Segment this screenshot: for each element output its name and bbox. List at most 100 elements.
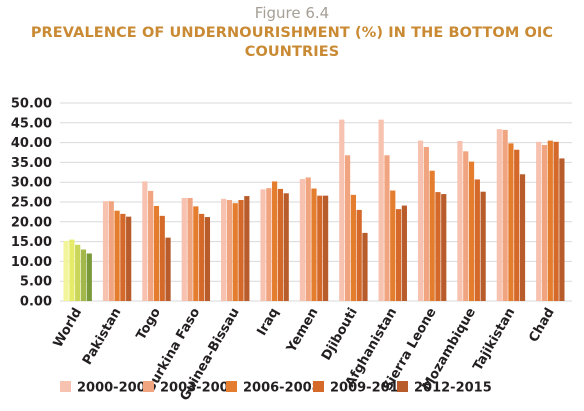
legend-label: 2003-2005: [160, 381, 238, 396]
bar: [159, 215, 165, 301]
bar: [181, 198, 187, 301]
bar: [547, 140, 553, 301]
bar: [429, 170, 435, 301]
bar: [63, 240, 69, 301]
bar: [260, 189, 266, 301]
bar: [232, 203, 238, 301]
legend-label: 2009-2011: [330, 381, 408, 396]
bar: [148, 190, 154, 301]
legend-swatch: [226, 381, 237, 392]
bar: [86, 253, 92, 301]
bar: [514, 149, 520, 301]
bar: [553, 141, 559, 301]
bar: [435, 192, 441, 301]
bar: [536, 141, 542, 301]
y-tick-label: 25.00: [11, 196, 52, 211]
bar: [204, 217, 211, 301]
bar: [199, 213, 205, 301]
bar: [362, 232, 368, 301]
bar: [378, 119, 384, 301]
bar: [69, 239, 75, 301]
bar: [395, 209, 402, 301]
bar: [317, 195, 323, 301]
figure-label: Figure 6.4: [254, 4, 330, 22]
bar: [221, 198, 227, 301]
bar: [244, 196, 250, 301]
x-category-label: Togo: [134, 305, 164, 342]
bar: [384, 155, 390, 301]
bar: [474, 179, 480, 301]
legend-swatch: [313, 381, 324, 392]
chart-title: PREVALENCE OF UNDERNOURISHMENT (%) IN TH…: [30, 25, 554, 60]
bar: [102, 201, 109, 301]
bar: [423, 146, 429, 301]
y-tick-label: 10.00: [11, 255, 52, 270]
legend-swatch: [397, 381, 408, 392]
bar: [277, 188, 284, 301]
x-category-label: Iraq: [254, 306, 282, 339]
legend-label: 2000-2002: [77, 381, 155, 396]
y-tick-label: 20.00: [11, 215, 52, 230]
bar: [193, 206, 199, 301]
bar: [463, 151, 469, 301]
bar: [468, 161, 475, 301]
bar: [108, 201, 114, 301]
bar: [75, 244, 81, 301]
bar: [323, 195, 329, 301]
y-tick-label: 50.00: [11, 97, 52, 112]
bar: [401, 205, 407, 301]
bar: [480, 191, 486, 301]
bar: [142, 181, 148, 301]
legend-label: 2006-2008: [243, 381, 321, 396]
y-tick-label: 0.00: [20, 295, 52, 310]
bar: [541, 144, 548, 301]
x-category-label: Pakistan: [80, 306, 125, 368]
y-tick-label: 5.00: [20, 275, 52, 290]
bar: [350, 194, 356, 301]
bar: [559, 158, 565, 301]
x-category-label: World: [51, 306, 85, 351]
bar: [390, 190, 396, 301]
bar: [519, 174, 526, 301]
bar: [80, 249, 87, 301]
y-tick-label: 15.00: [11, 235, 52, 250]
bar: [120, 213, 126, 301]
bar: [238, 200, 244, 301]
legend-label: 2012-2015: [414, 381, 492, 396]
bar: [344, 155, 351, 301]
bar: [502, 129, 508, 301]
legend: 2000-2002 2003-2005 2006-2008 2009-2011 2012…: [60, 381, 492, 396]
y-tick-label: 30.00: [11, 176, 52, 191]
bar: [266, 188, 272, 301]
bar: [457, 141, 463, 301]
bar: [226, 200, 233, 301]
bar: [114, 210, 120, 301]
bar: [508, 143, 514, 301]
legend-swatch: [143, 381, 154, 392]
bar: [165, 237, 171, 301]
bar: [272, 181, 278, 301]
x-category-label: Tajikistan: [470, 306, 518, 374]
x-category-label: Chad: [526, 306, 557, 345]
bar: [126, 216, 132, 301]
y-axis-tick-labels: 50.00 45.00 40.00 35.00 30.00 25.00 20.00 15.00…: [11, 97, 52, 310]
bar: [417, 140, 424, 301]
bar: [311, 188, 317, 301]
bar: [187, 198, 193, 301]
bars: [63, 119, 565, 301]
bar: [305, 177, 311, 301]
y-tick-label: 35.00: [11, 156, 52, 171]
bar: [299, 179, 305, 301]
bar: [153, 205, 160, 301]
bar: [283, 193, 289, 301]
y-tick-label: 45.00: [11, 116, 52, 131]
bar: [441, 194, 447, 301]
bar: [496, 129, 502, 301]
x-category-label: Yemen: [284, 306, 322, 357]
y-tick-label: 40.00: [11, 136, 52, 151]
bar: [339, 119, 345, 301]
legend-swatch: [60, 381, 71, 392]
bar: [356, 209, 362, 301]
x-category-label: Djibouti: [319, 306, 361, 364]
